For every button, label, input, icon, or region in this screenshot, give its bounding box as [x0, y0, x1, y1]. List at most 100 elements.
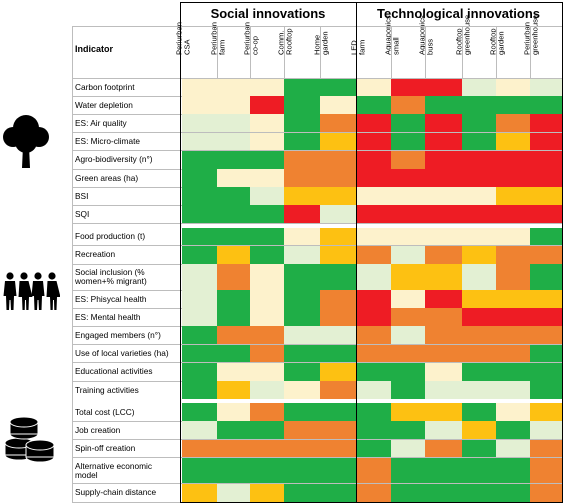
heatmap-cell — [530, 150, 563, 169]
heatmap-cell — [250, 169, 284, 188]
heatmap-cell — [250, 114, 284, 133]
heatmap-cell — [496, 290, 530, 309]
tree-icon — [3, 115, 49, 168]
heatmap-cell — [250, 308, 284, 327]
heatmap-cell — [357, 245, 391, 264]
heatmap-cell — [320, 439, 357, 458]
heatmap-cell — [391, 362, 425, 381]
heatmap-cell — [530, 439, 563, 458]
heatmap-cell — [320, 381, 357, 400]
heatmap-cell — [496, 169, 530, 188]
row-label: Social inclusion (% women+% migrant) — [75, 267, 147, 286]
heatmap-cell — [284, 362, 320, 381]
heatmap-cell — [250, 96, 284, 115]
heatmap-cell — [496, 264, 530, 290]
heatmap-cell — [357, 439, 391, 458]
heatmap-cell — [462, 344, 496, 363]
heatmap-cell — [496, 187, 530, 206]
heatmap-cell — [462, 96, 496, 115]
heatmap-cell — [425, 326, 462, 345]
heatmap-cell — [320, 114, 357, 133]
heatmap-cell — [530, 187, 563, 206]
social-innovations-box — [180, 2, 357, 503]
heatmap-cell — [284, 403, 320, 422]
heatmap-cell — [530, 457, 563, 484]
heatmap-cell — [217, 403, 250, 422]
heatmap-cell — [320, 326, 357, 345]
heatmap-cell — [425, 114, 462, 133]
heatmap-cell — [496, 308, 530, 327]
heatmap-cell — [462, 150, 496, 169]
heatmap-cell — [182, 169, 217, 188]
heatmap-cell — [425, 381, 462, 400]
heatmap-cell — [284, 245, 320, 264]
heatmap-cell — [425, 362, 462, 381]
column-divider — [462, 26, 463, 78]
heatmap-cell — [391, 96, 425, 115]
heatmap-cell — [182, 114, 217, 133]
column-divider — [320, 26, 321, 78]
heatmap-cell — [217, 132, 250, 151]
heatmap-cell — [357, 114, 391, 133]
heatmap-cell — [284, 264, 320, 290]
row-label: ES: Air quality — [75, 118, 127, 128]
heatmap-cell — [391, 381, 425, 400]
grid-top-line — [72, 78, 563, 79]
heatmap-cell — [320, 362, 357, 381]
heatmap-cell — [462, 308, 496, 327]
heatmap-cell — [530, 264, 563, 290]
heatmap-cell — [217, 421, 250, 440]
heatmap-cell — [182, 403, 217, 422]
heatmap-cell — [182, 421, 217, 440]
heatmap-cell — [425, 78, 462, 97]
heatmap-cell — [530, 169, 563, 188]
heatmap-cell — [496, 381, 530, 400]
heatmap-cell — [530, 362, 563, 381]
heatmap-cell — [182, 308, 217, 327]
heatmap-cell — [391, 421, 425, 440]
row-label: SQI — [75, 209, 90, 219]
heatmap-cell — [357, 362, 391, 381]
heatmap-cell — [357, 150, 391, 169]
heatmap-cell — [217, 78, 250, 97]
heatmap-cell — [530, 290, 563, 309]
label-column-divider — [72, 26, 73, 502]
heatmap-cell — [391, 227, 425, 246]
column-divider — [425, 26, 426, 78]
heatmap-cell — [462, 362, 496, 381]
heatmap-cell — [320, 421, 357, 440]
heatmap-cell — [496, 457, 530, 484]
heatmap-cell — [357, 187, 391, 206]
coins-icon — [4, 416, 55, 463]
heatmap-cell — [530, 132, 563, 151]
heatmap-cell — [462, 457, 496, 484]
heatmap-cell — [425, 290, 462, 309]
heatmap-cell — [182, 132, 217, 151]
heatmap-cell — [357, 78, 391, 97]
row-label: BSI — [75, 190, 89, 201]
heatmap-cell — [462, 205, 496, 224]
heatmap-cell — [250, 227, 284, 246]
heatmap-cell — [357, 308, 391, 327]
heatmap-cell — [250, 381, 284, 400]
heatmap-cell — [284, 187, 320, 206]
row-label: Agro-biodiversity (n°) — [75, 154, 153, 165]
heatmap-cell — [462, 169, 496, 188]
heatmap-cell — [250, 421, 284, 440]
heatmap-cell — [250, 264, 284, 290]
heatmap-cell — [284, 169, 320, 188]
heatmap-cell — [284, 132, 320, 151]
row-label: ES: Phisycal health — [75, 293, 147, 304]
heatmap-cell — [284, 381, 320, 400]
heatmap-cell — [496, 326, 530, 345]
heatmap-cell — [250, 187, 284, 206]
heatmap-cell — [425, 169, 462, 188]
heatmap-cell — [391, 150, 425, 169]
heatmap-cell — [320, 96, 357, 115]
heatmap-cell — [462, 264, 496, 290]
heatmap-cell — [320, 78, 357, 97]
heatmap-cell — [425, 205, 462, 224]
group-separator — [72, 223, 563, 228]
heatmap-cell — [530, 205, 563, 224]
heatmap-cell — [182, 96, 217, 115]
